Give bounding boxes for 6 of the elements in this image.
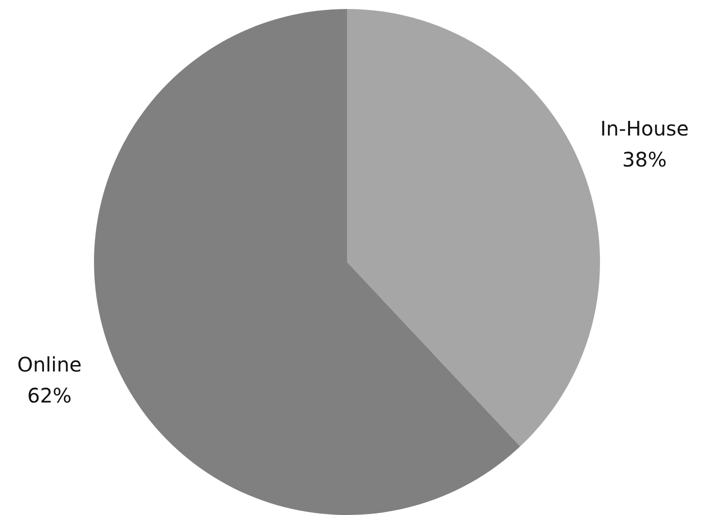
pie-slice	[347, 9, 600, 446]
pie-slice	[94, 9, 520, 515]
data-label: 38%	[622, 148, 667, 172]
data-label: 62%	[27, 383, 72, 408]
slice-label: In-House	[600, 116, 689, 141]
slice-label: Online	[17, 352, 82, 376]
